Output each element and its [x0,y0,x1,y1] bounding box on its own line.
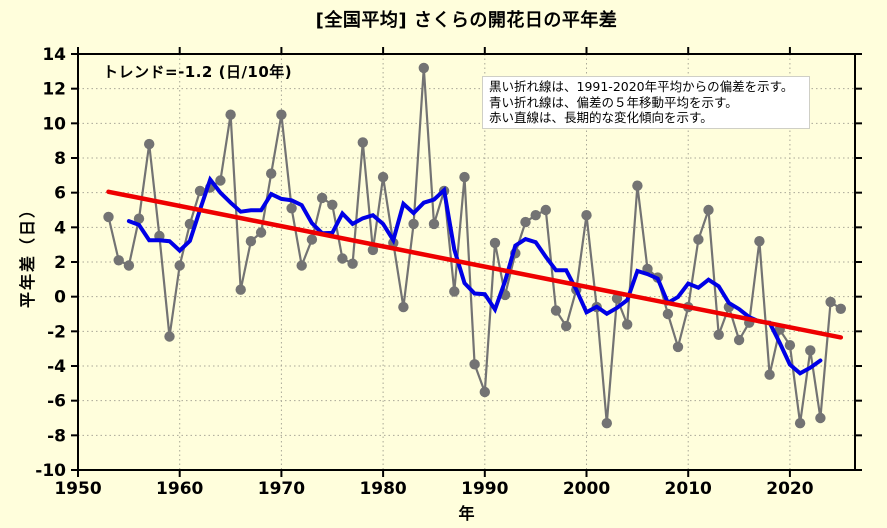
annual-data-point [632,180,643,191]
y-tick-label: 0 [54,288,66,308]
annual-data-point [805,345,816,356]
y-tick-label: 2 [54,253,66,273]
chart-title: [全国平均] さくらの開花日の平年差 [315,10,618,31]
y-tick-label: -2 [47,322,66,342]
annual-data-point [815,412,826,424]
annual-data-point [611,293,623,304]
y-tick-label: 12 [42,80,66,100]
annual-data-point [672,341,684,353]
y-tick-label: -6 [47,392,66,412]
annual-data-point [662,308,674,320]
annual-data-point [530,210,541,221]
annual-data-point [754,236,765,247]
annual-data-point [276,109,287,120]
y-tick-label: 8 [54,149,66,169]
legend-line-blue: 青い折れ線は、偏差の５年移動平均を示す。 [489,94,738,110]
x-tick-label: 2010 [665,479,712,499]
annual-data-point [713,329,724,340]
annual-data-point [581,210,592,221]
annual-data-point [835,303,846,314]
annual-data-point [540,204,551,216]
x-tick-label: 1960 [156,479,203,499]
annual-data-point [123,260,135,271]
annual-data-point [357,137,368,148]
annual-data-point [327,199,338,210]
annual-data-point [347,258,358,269]
y-tick-label: 6 [54,184,66,204]
legend-annotation-box: 黒い折れ線は、1991-2020年平均からの偏差を示す。 青い折れ線は、偏差の５… [482,76,810,129]
annual-data-point [296,260,307,271]
five-year-moving-average-line [126,175,823,376]
annual-data-point [113,255,124,266]
y-tick-label: -4 [47,357,66,377]
legend-line-red: 赤い直線は、長期的な変化傾向を示す。 [489,110,713,125]
x-tick-label: 1950 [54,479,101,499]
trend-value-label: トレンド=-1.2 (日/10年) [103,63,293,81]
annual-data-point [550,305,562,316]
long-term-trend-line [106,189,844,340]
annual-data-point [418,62,429,74]
x-tick-label: 1980 [359,479,406,499]
annual-data-point [601,418,612,429]
annual-data-point [784,340,796,351]
annual-data-point [408,218,419,230]
annual-data-point [174,260,185,271]
annual-data-point [622,319,633,330]
annual-data-point [367,244,379,256]
annual-data-point [703,204,714,216]
annual-data-point [225,109,236,120]
annual-data-point [255,227,267,238]
annual-data-point [377,171,389,183]
annual-data-point [693,234,704,245]
y-tick-label: 10 [42,114,66,134]
annual-data-point [194,185,206,197]
y-tick-label: 14 [42,45,66,65]
x-tick-label: 1990 [461,479,508,499]
annual-data-point [428,218,440,230]
annual-data-point [489,237,501,249]
annual-data-point [825,296,836,308]
annual-data-point [144,138,155,150]
annual-data-point [235,284,246,295]
y-tick-label: -8 [47,426,66,446]
annual-data-point [479,386,490,398]
annual-data-point [449,286,460,297]
annual-data-point [520,216,531,228]
annual-data-point [286,203,297,214]
annual-data-point [459,171,470,183]
x-tick-label: 2020 [766,479,813,499]
annual-data-point [245,236,257,247]
legend-line-black: 黒い折れ線は、1991-2020年平均からの偏差を示す。 [489,79,794,94]
y-axis-title: 平年差（日） [18,199,37,309]
annual-data-point [469,359,480,370]
annual-data-point [733,334,745,346]
x-axis-title: 年 [458,504,475,523]
annual-data-point [764,369,775,380]
annual-data-point [398,301,409,313]
annual-data-point [316,192,328,204]
y-tick-label: 4 [54,218,66,238]
annual-data-point [337,253,348,264]
annual-data-point [794,418,806,429]
x-tick-label: 2000 [563,479,610,499]
annual-data-point [306,234,318,245]
y-tick-label: -10 [35,461,66,481]
annual-data-point [561,320,572,332]
annual-data-point [164,331,175,342]
x-tick-label: 1970 [258,479,305,499]
annual-data-point [266,168,277,179]
annual-data-point [215,175,226,186]
annual-data-point [103,211,114,223]
annual-data-point [133,213,145,224]
